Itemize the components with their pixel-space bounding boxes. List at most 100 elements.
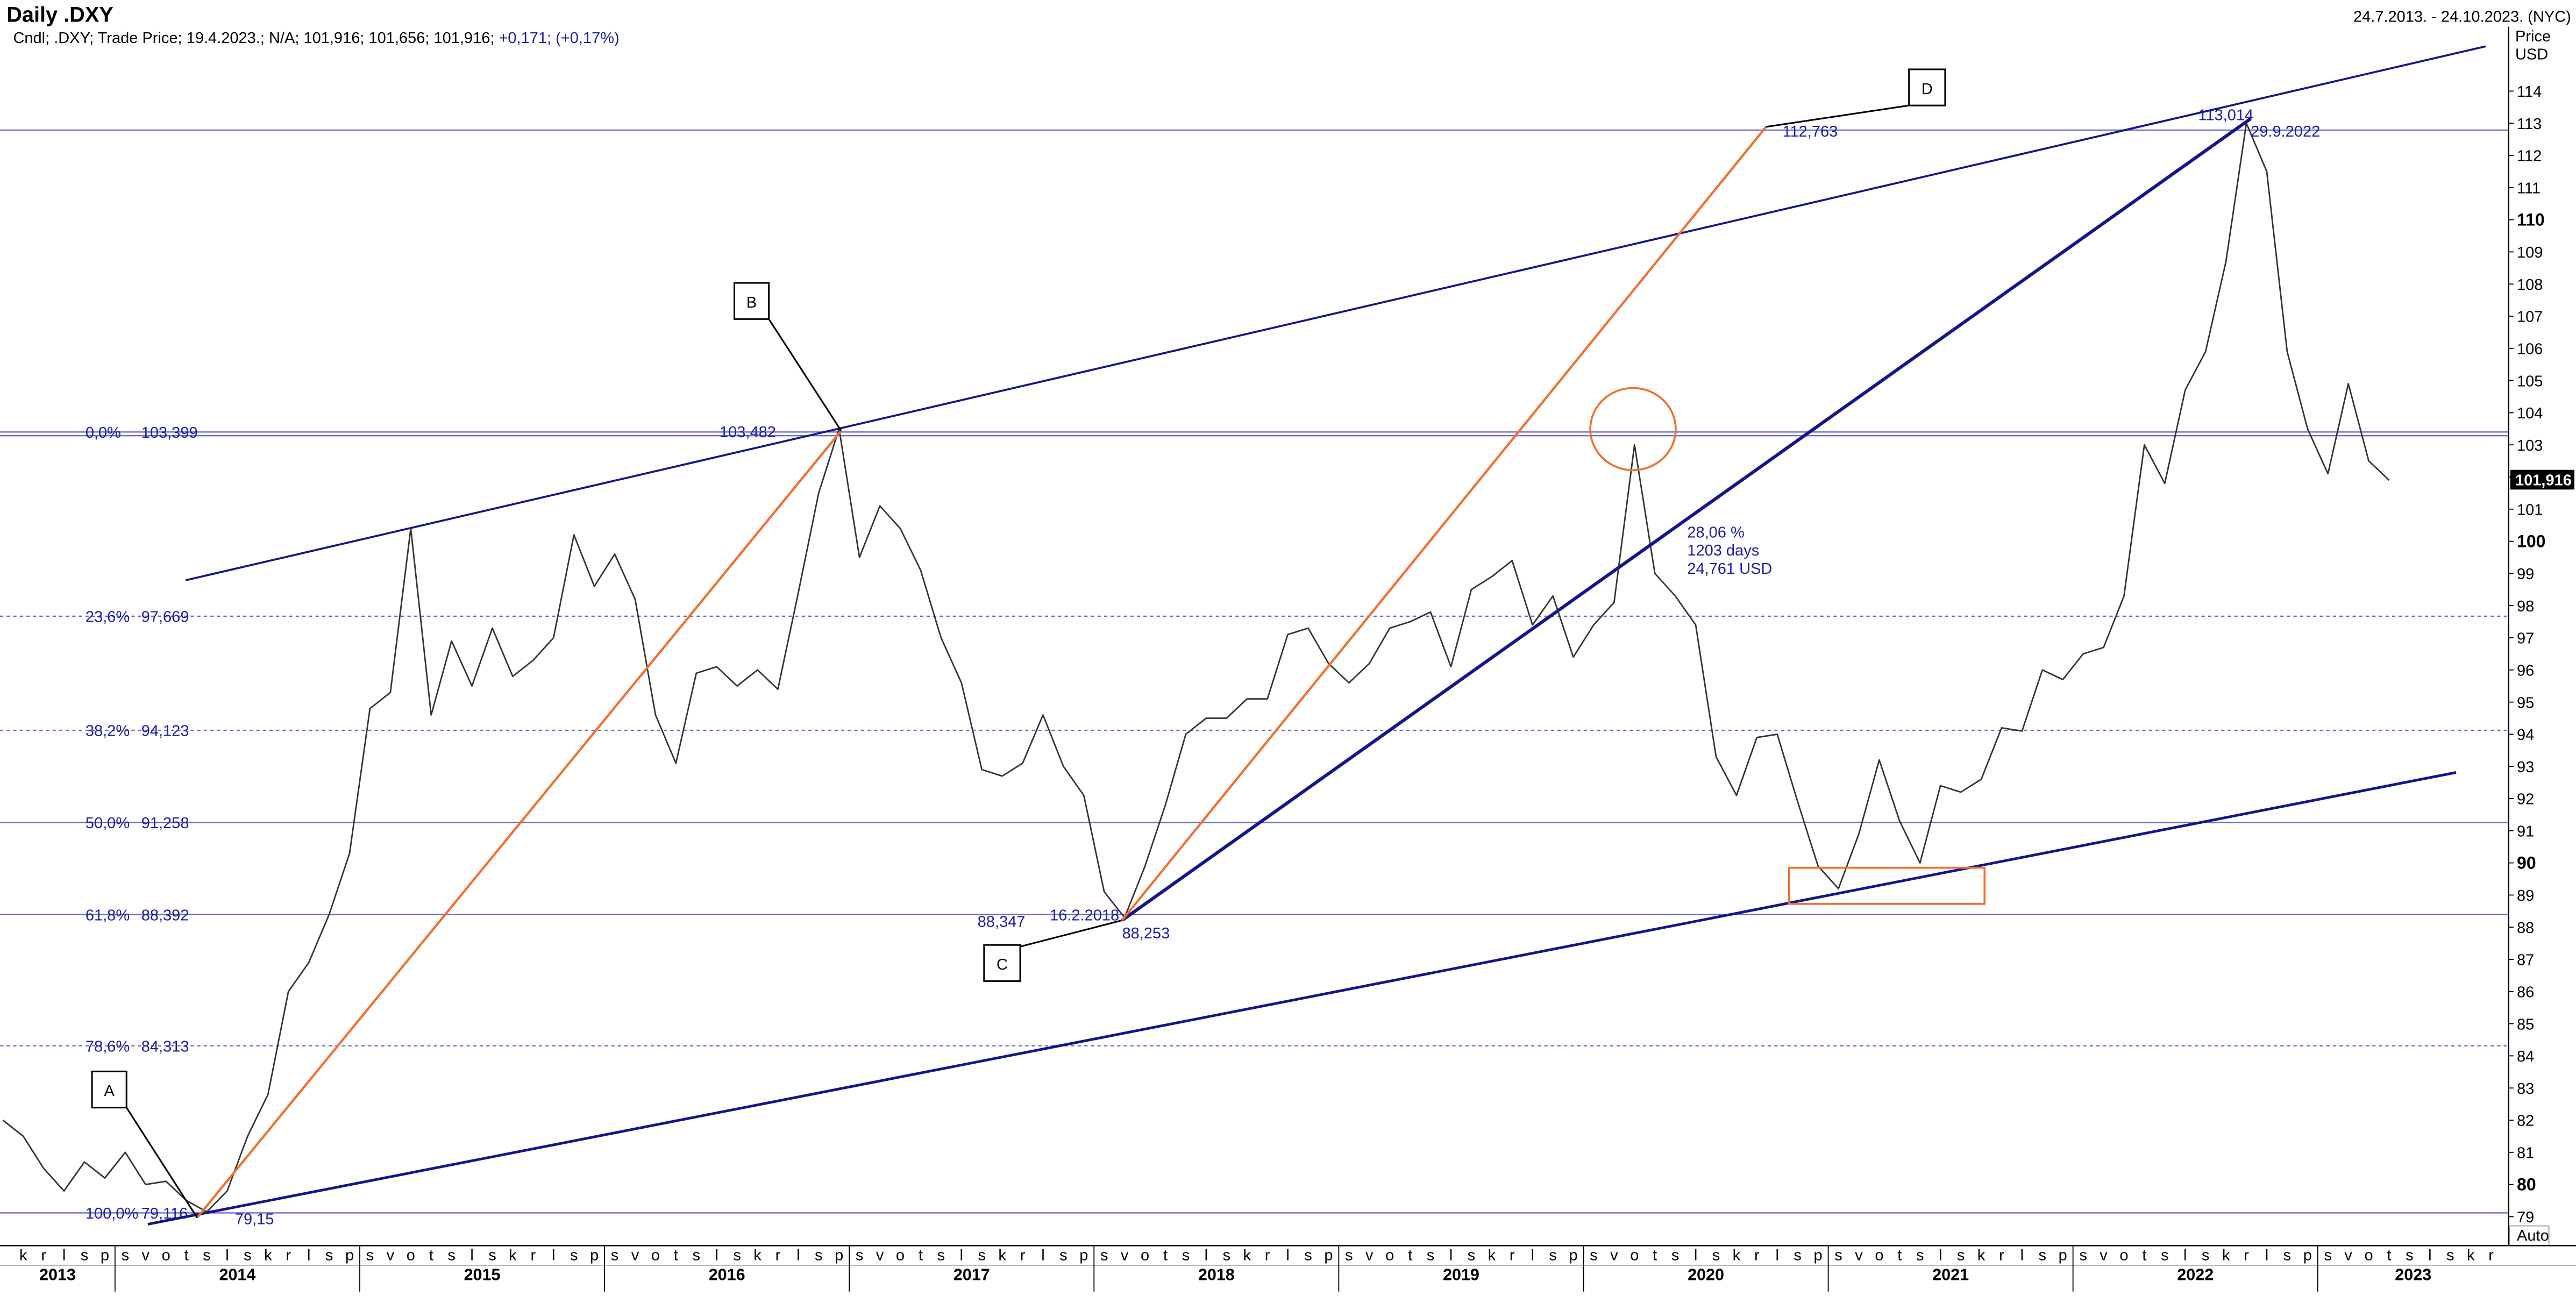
month-label: v bbox=[1855, 1247, 1863, 1264]
note: 24,761 USD bbox=[1687, 560, 1772, 578]
leader-line bbox=[1766, 104, 1909, 128]
month-label: v bbox=[1365, 1247, 1374, 1264]
y-tick-label: 88 bbox=[2517, 920, 2534, 937]
y-tick-label: 81 bbox=[2517, 1144, 2534, 1162]
month-label: k bbox=[1977, 1247, 1986, 1264]
month-label: k bbox=[1243, 1247, 1251, 1264]
point-label: C bbox=[997, 956, 1008, 973]
month-label: v bbox=[142, 1247, 150, 1264]
subtitle-text: Cndl; .DXY; Trade Price; 19.4.2023.; N/A… bbox=[13, 30, 494, 47]
month-label: r bbox=[2488, 1247, 2494, 1264]
month-label: o bbox=[1385, 1247, 1394, 1264]
y-tick-label: 82 bbox=[2517, 1113, 2534, 1130]
fib-value: 88,392 bbox=[141, 907, 189, 924]
axes: 79 80 81 82 83 84 85 86 87 88 89 90 91 92 93 94 95 96 97 98… bbox=[0, 26, 2576, 1292]
month-label: o bbox=[407, 1247, 415, 1264]
point-label: D bbox=[1922, 81, 1933, 98]
y-tick-label: 112 bbox=[2517, 148, 2542, 165]
month-label: k bbox=[998, 1247, 1006, 1264]
y-tick-label: 110 bbox=[2517, 210, 2545, 229]
month-label: l bbox=[225, 1247, 229, 1264]
month-label: s bbox=[1916, 1247, 1924, 1264]
month-label: l bbox=[1449, 1247, 1453, 1264]
y-tick-label: 90 bbox=[2517, 853, 2536, 872]
month-label: s bbox=[1794, 1247, 1802, 1264]
month-label: s bbox=[937, 1247, 945, 1264]
y-tick-label: 101 bbox=[2517, 501, 2543, 518]
month-label: l bbox=[552, 1247, 555, 1264]
month-label: v bbox=[1610, 1247, 1618, 1264]
month-label: s bbox=[692, 1247, 700, 1264]
year-label: 2015 bbox=[464, 1265, 501, 1284]
month-label: t bbox=[429, 1247, 433, 1264]
trend-line bbox=[1121, 126, 1767, 921]
month-label: p bbox=[101, 1247, 109, 1264]
month-label: s bbox=[978, 1247, 986, 1264]
month-label: l bbox=[796, 1247, 800, 1264]
month-label: l bbox=[715, 1247, 718, 1264]
fib-value: 94,123 bbox=[141, 723, 189, 740]
note: 28,06 % bbox=[1687, 524, 1744, 542]
month-label: s bbox=[366, 1247, 374, 1264]
y-tick-label: 109 bbox=[2517, 244, 2543, 261]
drawings: A B C D 112,763 113,014 29.9.2022 103,48… bbox=[91, 45, 2486, 1228]
scale-mode: Auto bbox=[2517, 1227, 2549, 1244]
month-label: r bbox=[2244, 1247, 2249, 1264]
month-label: l bbox=[2265, 1247, 2268, 1264]
month-label: k bbox=[2222, 1247, 2230, 1264]
last-price-label: 101,916 bbox=[2515, 472, 2572, 489]
month-label: s bbox=[2406, 1247, 2414, 1264]
y-tick-label: 85 bbox=[2517, 1016, 2534, 1033]
fib-value: 103,399 bbox=[141, 424, 198, 442]
trend-line bbox=[1121, 117, 2252, 922]
month-label: s bbox=[1345, 1247, 1353, 1264]
month-label: v bbox=[631, 1247, 639, 1264]
month-label: l bbox=[1286, 1247, 1289, 1264]
y-tick-label: 89 bbox=[2517, 887, 2534, 905]
month-label: l bbox=[62, 1247, 66, 1264]
note: 88,253 bbox=[1122, 925, 1170, 942]
month-label: l bbox=[1694, 1247, 1697, 1264]
month-label: k bbox=[509, 1247, 517, 1264]
fib-percent: 0,0% bbox=[86, 424, 121, 442]
year-label: 2021 bbox=[1932, 1265, 1969, 1284]
month-label: p bbox=[2059, 1247, 2067, 1264]
month-label: s bbox=[244, 1247, 252, 1264]
fib-value: 97,669 bbox=[141, 609, 189, 626]
month-label: p bbox=[835, 1247, 843, 1264]
month-label: s bbox=[1223, 1247, 1231, 1264]
month-label: l bbox=[1939, 1247, 1942, 1264]
label-box bbox=[733, 282, 770, 320]
y-tick-label: 97 bbox=[2517, 630, 2534, 647]
month-label: s bbox=[2202, 1247, 2210, 1264]
note: 29.9.2022 bbox=[2251, 123, 2320, 140]
y-axis-label: Price bbox=[2515, 28, 2551, 45]
y-tick-label: 106 bbox=[2517, 340, 2543, 358]
label-box bbox=[91, 1070, 127, 1109]
month-label: r bbox=[1754, 1247, 1760, 1264]
y-tick-label: 111 bbox=[2517, 180, 2541, 197]
month-label: s bbox=[1590, 1247, 1598, 1264]
month-label: l bbox=[307, 1247, 310, 1264]
month-label: s bbox=[570, 1247, 578, 1264]
highlight-circle bbox=[1589, 387, 1677, 472]
y-tick-label: 92 bbox=[2517, 791, 2534, 808]
fib-percent: 38,2% bbox=[86, 723, 130, 740]
month-label: o bbox=[2119, 1247, 2128, 1264]
last-price-tag bbox=[2510, 469, 2574, 490]
month-label: s bbox=[815, 1247, 823, 1264]
fib-value: 91,258 bbox=[141, 815, 189, 832]
month-label: t bbox=[674, 1247, 678, 1264]
month-label: l bbox=[1531, 1247, 1534, 1264]
y-tick-label: 100 bbox=[2517, 531, 2546, 551]
month-label: s bbox=[1712, 1247, 1720, 1264]
year-label: 2019 bbox=[1443, 1265, 1479, 1284]
month-label: s bbox=[2161, 1247, 2169, 1264]
month-label: k bbox=[753, 1247, 762, 1264]
month-label: r bbox=[1265, 1247, 1270, 1264]
note: 103,482 bbox=[720, 424, 776, 441]
month-label: v bbox=[387, 1247, 395, 1264]
month-label: r bbox=[41, 1247, 46, 1264]
y-tick-label: 84 bbox=[2517, 1048, 2534, 1065]
year-label: 2022 bbox=[2177, 1265, 2214, 1284]
